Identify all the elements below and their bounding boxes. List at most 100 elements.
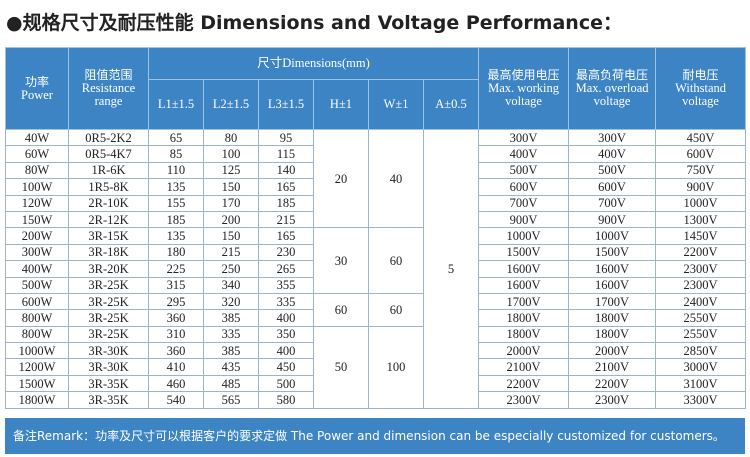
cell: 485 [203,374,259,393]
header-zh: 功率 [24,74,49,89]
cell: 60 [313,292,369,327]
cell: 3R-25K [68,292,149,311]
cell: 360 [148,309,204,327]
cell: 400 [258,342,314,360]
cell: 360 [148,342,204,360]
cell: 500V [568,161,657,180]
cell: 3R-20K [68,260,149,278]
table-header: 功率 Power 阻值范围 Resistance range 尺寸Dimension… [5,47,747,130]
cell: 215 [258,210,314,229]
cell: 600V [478,178,570,196]
table-row: 1500W 3R-35K 460 485 500 2200V 2200V 3100V [5,374,747,393]
cell: 500W [5,276,69,294]
cell: 3000V [655,358,747,376]
cell: 185 [258,194,314,212]
cell: 460 [148,374,204,393]
cell: 500V [478,161,570,180]
cell: 135 [148,227,204,245]
cell: 3R-18K [68,243,149,262]
cell: 900V [568,210,657,229]
cell: 2200V [655,243,747,262]
cell: 400 [258,309,314,327]
cell: 100 [368,325,424,409]
header-cell: W±1 [368,79,424,130]
cell: 150W [5,210,69,229]
cell: 1600V [478,260,570,278]
table-row: 800W 3R-25K 310 335 350 50 100 1800V 1800V 2550V [5,325,747,409]
cell: 350 [258,325,314,344]
header-cell: 阻值范围 Resistance range [68,47,149,130]
cell: 215 [203,243,259,262]
header-cell: 尺寸Dimensions(mm) [147,47,480,80]
cell: 100 [203,145,259,163]
cell: 40W [5,128,69,147]
cell: 1600V [568,260,657,278]
cell: 1000W [5,342,69,360]
cell: 800W [5,309,69,327]
cell: 155 [148,194,204,212]
cell: 315 [148,276,204,294]
cell: 1700V [478,292,570,311]
cell: 355 [258,276,314,294]
cell: 0R5-2K2 [68,128,149,147]
table-row: 60W 0R5-4K7 85 100 115 400V 400V 600V [5,145,747,163]
header-zh: 耐电压 [682,68,719,82]
table-row: 200W 3R-15K 135 150 165 30 60 1000V 1000V 1450V [5,227,747,294]
cell: 1800V [568,325,657,344]
cell: 200 [203,210,259,229]
header-en: Withstand voltage [675,81,726,108]
cell: 300V [478,128,570,147]
cell: 95 [258,128,314,147]
cell: 85 [148,145,204,163]
cell: 2R-10K [68,194,149,212]
cell: 1500W [5,374,69,393]
cell: 400V [568,145,657,163]
header-row: 功率 Power 阻值范围 Resistance range 尺寸Dimension… [5,47,747,130]
header-cell: 功率 Power [5,47,69,130]
cell: 50 [313,325,369,409]
cell: 60 [368,292,424,327]
cell: 1600V [568,276,657,294]
cell: 1200W [5,358,69,376]
cell: 1600V [478,276,570,294]
cell: 165 [258,178,314,196]
cell: 500 [258,374,314,393]
header-zh: 最高使用电压 [487,68,560,82]
cell: 900V [478,210,570,229]
cell: 135 [148,178,204,196]
header-en: Power [21,87,53,102]
cell: 2200V [568,374,657,393]
cell: 400V [478,145,570,163]
header-zh: 最高负荷电压 [576,68,649,82]
cell: 125 [203,161,259,180]
cell: 1R5-8K [68,178,149,196]
cell: 115 [258,145,314,163]
cell: 150 [203,178,259,196]
cell: 200W [5,227,69,245]
cell: 800W [5,325,69,344]
cell: 900V [655,178,747,196]
cell: 450 [258,358,314,376]
cell: 1300V [655,210,747,229]
cell: 1000V [568,227,657,245]
cell: 3R-35K [68,391,149,409]
cell: 335 [203,325,259,344]
cell: 3R-30K [68,358,149,376]
cell: 110 [148,161,204,180]
cell: 2850V [655,342,747,360]
header-zh: 阻值范围 [84,68,133,82]
cell: 335 [258,292,314,311]
cell: 320 [203,292,259,311]
title: ●规格尺寸及耐压性能 Dimensions and Voltage Perfor… [6,12,622,34]
cell: 225 [148,260,204,278]
footer: 备注Remark：功率及尺寸可以根据客户的要求定做 The Power and … [5,418,745,454]
cell: 2100V [568,358,657,376]
header-cell: 最高使用电压 Max. working voltage [478,47,570,130]
cell: 3300V [655,391,747,409]
cell: 1500V [568,243,657,262]
table-row: 150W 2R-12K 185 200 215 900V 900V 1300V [5,210,747,229]
cell: 165 [258,227,314,245]
table-row: 1800W 3R-35K 540 565 580 2300V 2300V 3300V [5,391,747,409]
cell: 1800V [568,309,657,327]
